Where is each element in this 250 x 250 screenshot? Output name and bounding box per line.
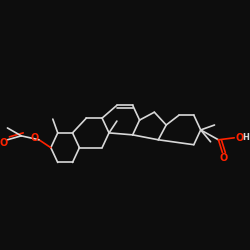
Text: H: H [242, 133, 250, 142]
Text: O: O [219, 152, 228, 162]
Text: O: O [31, 133, 39, 143]
Text: O: O [0, 138, 8, 148]
Text: O: O [235, 133, 243, 143]
